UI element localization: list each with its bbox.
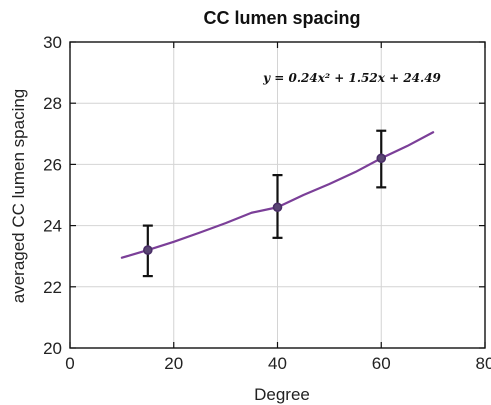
fit-equation: y = 0.24x² + 1.52x + 24.49 [262, 71, 441, 85]
x-tick-label-1: 20 [164, 354, 183, 373]
y-tick-label-1: 22 [43, 278, 62, 297]
x-tick-label-4: 80 [476, 354, 491, 373]
error-bars [142, 129, 387, 278]
x-tick-label-3: 60 [372, 354, 391, 373]
y-axis-label: averaged CC lumen spacing [9, 89, 28, 304]
y-tick-label-0: 20 [43, 339, 62, 358]
x-tick-label-2: 40 [268, 354, 287, 373]
y-tick-label-5: 30 [43, 33, 62, 52]
x-tick-label-0: 0 [65, 354, 74, 373]
y-tick-label-4: 28 [43, 94, 62, 113]
axes [69, 41, 486, 349]
chart-title: CC lumen spacing [203, 8, 360, 28]
y-tick-label-3: 26 [43, 155, 62, 174]
data-points [143, 153, 387, 255]
y-tick-label-2: 24 [43, 217, 62, 236]
data-point-2 [376, 153, 387, 164]
data-point-0 [143, 245, 153, 255]
data-point-1 [272, 202, 283, 213]
x-axis-label: Degree [254, 385, 310, 404]
